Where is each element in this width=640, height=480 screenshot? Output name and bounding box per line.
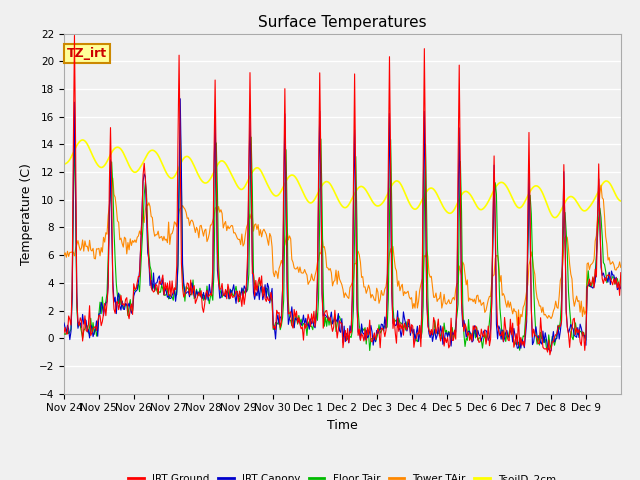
Legend: IRT Ground, IRT Canopy, Floor Tair, Tower TAir, TsoilD_2cm: IRT Ground, IRT Canopy, Floor Tair, Towe… — [124, 470, 561, 480]
Y-axis label: Temperature (C): Temperature (C) — [20, 163, 33, 264]
X-axis label: Time: Time — [327, 419, 358, 432]
Text: TZ_irt: TZ_irt — [67, 47, 107, 60]
Title: Surface Temperatures: Surface Temperatures — [258, 15, 427, 30]
